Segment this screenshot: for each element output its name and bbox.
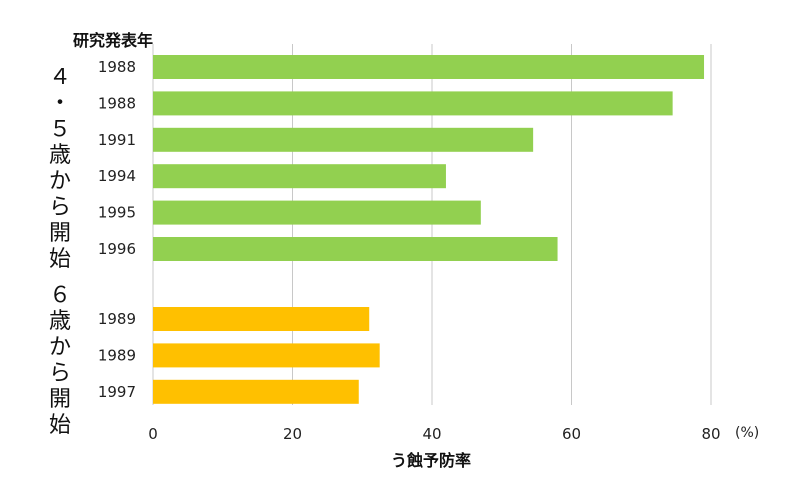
category-label: 1989	[98, 346, 136, 364]
category-label: 1988	[98, 58, 136, 76]
category-label: 1991	[98, 131, 136, 149]
category-label: 1988	[98, 94, 136, 112]
group-label: ６歳から開始	[49, 283, 71, 438]
x-tick-label: 0	[148, 425, 158, 443]
category-label: 1989	[98, 310, 136, 328]
x-tick-label: 20	[283, 425, 302, 443]
x-tick-label: 80	[701, 425, 720, 443]
x-tick-labels: 0 20 40 60 80	[148, 425, 720, 443]
bar	[153, 200, 481, 225]
category-label: 1995	[98, 204, 136, 222]
group-labels: ４・５歳から開始 ６歳から開始	[49, 65, 71, 438]
category-label: 1996	[98, 240, 136, 258]
bar	[153, 91, 673, 116]
bar	[153, 164, 446, 189]
bar	[153, 55, 705, 79]
unit-label: (%)	[735, 425, 759, 441]
category-label: 1994	[98, 167, 136, 185]
bar	[153, 307, 370, 331]
category-labels: 1988 1988 1991 1994 1995 1996 1989 1989 1997	[98, 58, 136, 401]
x-tick-label: 40	[422, 425, 441, 443]
bars	[153, 55, 705, 404]
y-axis-title: 研究発表年	[73, 31, 153, 50]
bar	[153, 237, 558, 261]
bar	[153, 343, 380, 368]
bar	[153, 127, 534, 152]
category-label: 1997	[98, 383, 136, 401]
x-axis-title: う蝕予防率	[391, 451, 471, 470]
bar	[153, 379, 359, 404]
group-label: ４・５歳から開始	[49, 65, 71, 272]
x-tick-label: 60	[562, 425, 581, 443]
